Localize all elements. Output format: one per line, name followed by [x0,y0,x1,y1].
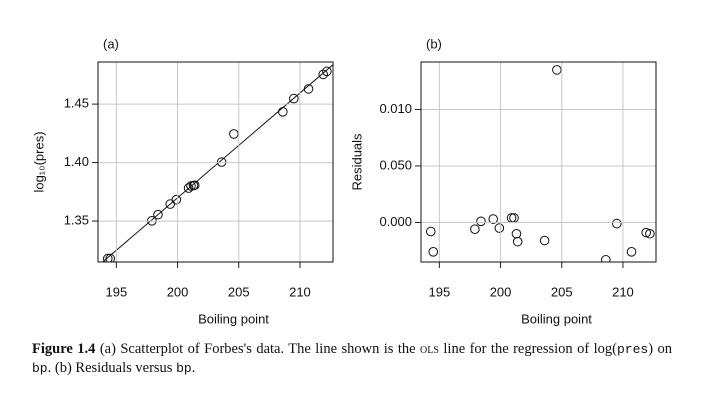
caption-code: bp [176,361,192,376]
y-tick-label: 0.000 [379,214,412,229]
fit-line [101,64,333,262]
x-tick-label: 200 [490,284,512,299]
caption-code: pres [617,342,649,357]
point [322,66,332,77]
caption-text: line for the regression of log( [438,341,617,357]
x-tick-label: 195 [106,284,128,299]
x-tick-label: 210 [289,284,311,299]
point [318,69,329,80]
point [171,194,182,205]
point [645,228,655,239]
point [612,218,622,229]
y-axis-label: log₁₀(pres) [31,131,46,192]
y-tick-label: 1.45 [64,96,89,111]
y-tick-label: 0.010 [379,101,412,116]
point [428,247,439,257]
point [539,235,550,246]
point [494,223,505,233]
point [512,236,523,247]
plot-area [421,65,656,262]
caption-text: ) on [648,341,672,357]
x-axis-label: Boiling point [198,311,269,326]
point [278,107,288,117]
x-tick-label: 200 [167,284,189,299]
point [511,228,522,239]
caption-code: bp [32,361,48,376]
point [183,183,194,193]
point [105,253,116,262]
point [552,65,562,75]
caption-text: ols [420,341,439,357]
plot-frame [420,61,657,263]
caption-text: . (b) Residuals versus [47,360,177,376]
panel-label: (a) [103,36,119,51]
caption: Figure 1.4 (a) Scatterplot of Forbes's d… [32,340,672,378]
point [425,226,436,237]
figure: 195 200 205 210 1.35 1.40 1.45 (a) Boiling point… [31,36,657,326]
point [188,180,199,191]
y-axis-label: Residuals [349,133,364,191]
point [303,84,314,94]
caption-label: Figure 1.4 [32,341,96,357]
x-tick-label: 210 [612,284,634,299]
x-tick-label: 205 [228,284,250,299]
point [488,214,499,224]
plot-area [101,64,333,262]
y-tick-label: 1.40 [64,154,89,169]
point [601,254,611,262]
point [476,216,486,227]
point [102,253,113,262]
y-tick-label: 1.35 [64,213,89,228]
plot-frame [97,61,334,263]
point [153,209,163,220]
point [641,227,652,238]
caption-text: (a) Scatterplot of Forbes's data. The li… [95,341,421,357]
point [470,224,480,235]
y-tick-label: 0.050 [379,157,412,172]
x-axis-label: Boiling point [521,311,592,326]
panel-label: (b) [426,36,442,51]
x-tick-label: 195 [429,284,451,299]
point [626,247,637,257]
point [165,199,176,209]
x-tick-label: 205 [551,284,573,299]
caption-text: . [191,360,196,376]
point [229,129,239,139]
point [289,93,299,104]
